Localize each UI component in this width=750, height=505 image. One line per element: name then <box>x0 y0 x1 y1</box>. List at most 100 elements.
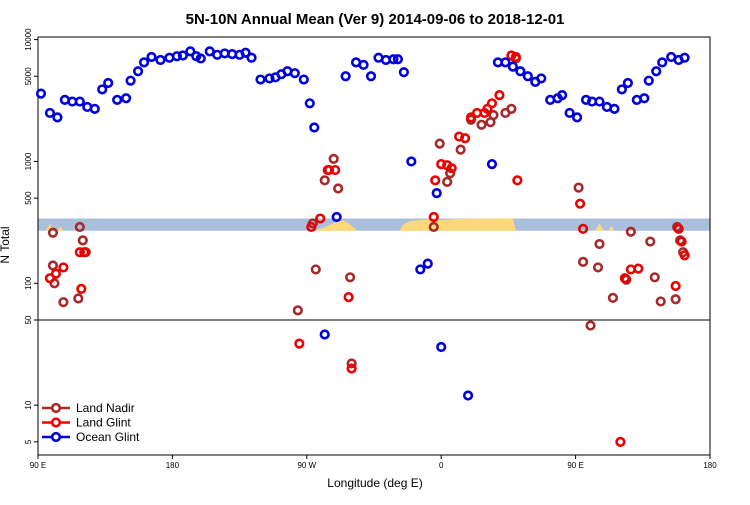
data-point <box>331 211 342 223</box>
land-shape-0 <box>312 220 358 231</box>
data-point <box>615 436 626 447</box>
data-point <box>77 235 88 246</box>
data-point <box>74 221 85 233</box>
y-tick-label: 5000 <box>24 67 33 85</box>
data-point <box>240 47 251 58</box>
data-point <box>306 221 317 233</box>
legend-label: Land Glint <box>76 416 131 430</box>
data-point <box>645 236 656 247</box>
data-point <box>564 107 575 119</box>
data-point <box>47 227 59 238</box>
data-point <box>155 54 166 66</box>
data-point <box>488 110 499 121</box>
data-point <box>609 103 620 114</box>
data-point <box>574 198 586 209</box>
data-point <box>445 168 456 179</box>
legend-marker <box>50 431 62 443</box>
data-point <box>289 68 300 79</box>
data-point <box>462 390 474 401</box>
data-point <box>298 74 309 85</box>
data-point <box>89 103 100 114</box>
data-point <box>47 260 59 271</box>
data-point <box>594 96 605 107</box>
data-point <box>573 182 584 193</box>
data-point <box>406 156 417 167</box>
x-tick-label: 90 E <box>567 461 583 470</box>
y-tick-label: 1000 <box>24 152 33 170</box>
data-point <box>185 46 196 57</box>
data-point <box>655 296 666 307</box>
data-point <box>679 250 690 261</box>
data-point <box>486 98 498 109</box>
data-point <box>430 175 441 186</box>
data-point <box>415 264 426 275</box>
x-tick-label: 0 <box>439 461 444 470</box>
legend-marker <box>50 417 62 428</box>
data-point <box>74 96 85 107</box>
data-point <box>310 264 321 275</box>
data-point <box>365 71 377 82</box>
data-point <box>594 238 605 250</box>
data-point <box>103 77 114 89</box>
land-shape-3 <box>57 226 64 231</box>
data-point <box>622 77 633 89</box>
data-point <box>486 159 498 170</box>
data-point <box>309 122 320 133</box>
x-axis-ticks: 90 E 180 90 W 0 90 E 180 <box>30 455 717 470</box>
data-point <box>138 57 150 68</box>
series-ocean-glint <box>35 46 690 401</box>
data-point <box>333 183 344 194</box>
data-point <box>434 138 445 149</box>
data-point <box>436 341 447 353</box>
y-tick-label: 10 <box>24 400 33 409</box>
legend-label: Ocean Glint <box>76 430 140 444</box>
data-point <box>74 247 85 258</box>
data-point <box>500 57 511 68</box>
data-point <box>195 53 206 64</box>
x-tick-label: 180 <box>166 461 180 470</box>
data-point <box>676 236 687 247</box>
data-point <box>79 247 90 258</box>
x-axis-label: Longitude (deg E) <box>327 476 422 490</box>
data-point <box>616 84 627 95</box>
data-point <box>446 163 457 174</box>
data-point <box>58 297 69 308</box>
data-point <box>494 90 505 101</box>
data-point <box>633 263 644 274</box>
data-point <box>625 226 636 237</box>
data-point <box>319 329 330 340</box>
data-point <box>679 52 690 63</box>
data-point <box>670 280 681 292</box>
data-point <box>315 213 326 224</box>
data-point <box>506 103 517 114</box>
chart-title: 5N-10N Annual Mean (Ver 9) 2014-09-06 to… <box>186 11 565 28</box>
data-point <box>673 223 684 234</box>
data-point <box>73 293 84 304</box>
data-point <box>459 133 471 144</box>
ocean-band <box>38 218 710 231</box>
data-point <box>455 144 466 155</box>
y-tick-label: 50 <box>24 315 33 324</box>
y-tick-label: 5 <box>24 439 33 444</box>
band-layer <box>38 218 710 231</box>
data-point <box>422 258 433 269</box>
data-point <box>442 176 453 187</box>
data-point <box>132 66 144 77</box>
data-point <box>476 119 487 130</box>
data-point <box>431 187 442 199</box>
data-point <box>510 51 521 63</box>
data-point <box>388 54 399 65</box>
data-point <box>592 262 604 273</box>
land-shape-1 <box>399 218 516 231</box>
data-point <box>557 90 568 101</box>
data-point <box>246 52 257 63</box>
x-tick-label: 180 <box>703 461 717 470</box>
plot-frame <box>37 36 711 456</box>
data-point <box>330 164 341 176</box>
data-point <box>643 75 654 86</box>
data-point <box>398 67 409 78</box>
data-point <box>340 71 351 82</box>
y-axis-ticks: 5 10 50 100 500 1000 5000 10000 <box>24 28 38 444</box>
data-point <box>577 256 589 267</box>
land-shape-4 <box>595 223 604 231</box>
